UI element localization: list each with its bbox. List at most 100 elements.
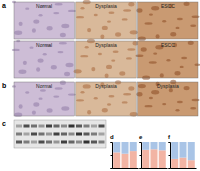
x-axis	[171, 168, 197, 170]
blot-membrane	[14, 120, 106, 148]
texture	[32, 110, 36, 114]
blot-band	[91, 141, 97, 144]
bar	[142, 150, 149, 168]
micrograph: ESCC	[135, 41, 200, 80]
blot-band	[39, 133, 45, 136]
texture	[107, 20, 111, 22]
blot-band	[99, 133, 105, 136]
blot-band	[69, 141, 75, 144]
image-label: Dysplasia	[95, 3, 117, 9]
texture	[123, 93, 131, 95]
chart-title: d	[110, 134, 114, 140]
bars	[142, 142, 166, 168]
texture	[141, 47, 147, 51]
texture	[190, 24, 196, 26]
texture	[149, 13, 153, 15]
axis-line	[140, 143, 142, 169]
texture	[91, 67, 95, 71]
image-frame	[138, 2, 198, 39]
blot-band	[61, 133, 67, 136]
image-background	[14, 82, 74, 116]
image-label: Normal	[36, 3, 52, 9]
blot-band	[54, 141, 60, 144]
axis-line	[171, 168, 197, 169]
tick	[111, 168, 113, 169]
texture	[64, 72, 70, 76]
blot-band	[84, 133, 90, 136]
texture	[136, 8, 142, 12]
tick	[111, 142, 113, 143]
tick-mark	[140, 155, 142, 156]
texture	[76, 99, 84, 101]
texture	[61, 106, 69, 110]
chart-title: e	[139, 134, 143, 140]
texture	[102, 108, 108, 112]
texture	[53, 95, 59, 97]
texture	[108, 12, 114, 14]
bar	[130, 151, 137, 168]
texture	[111, 59, 115, 61]
image-background	[14, 41, 74, 78]
texture	[194, 63, 200, 65]
blot-band	[54, 125, 60, 128]
texture	[192, 16, 200, 18]
image-background	[138, 41, 198, 78]
image-label: Normal	[36, 42, 52, 48]
texture	[180, 66, 184, 68]
texture	[102, 26, 108, 30]
blot-band	[76, 141, 82, 144]
texture	[80, 91, 84, 93]
texture	[25, 91, 29, 93]
blot-band	[24, 141, 30, 144]
bars	[113, 142, 137, 168]
micrograph: Dysplasia	[76, 80, 138, 116]
texture	[76, 16, 84, 18]
tick-mark	[169, 155, 171, 156]
axis-line	[169, 143, 171, 169]
blot-band	[16, 141, 22, 144]
texture	[25, 7, 29, 9]
y-axis	[111, 143, 113, 169]
image-frame	[14, 2, 74, 39]
blot-band	[84, 141, 90, 144]
image-background	[138, 2, 198, 39]
texture	[162, 103, 166, 105]
axis-line	[113, 168, 139, 169]
micrograph: Normal	[12, 40, 75, 78]
bar	[171, 159, 178, 168]
texture	[122, 18, 128, 20]
panel-letter: c	[2, 120, 6, 127]
y-axis	[140, 143, 142, 169]
texture	[145, 22, 153, 24]
bars	[171, 142, 195, 168]
texture	[94, 14, 98, 16]
texture	[85, 46, 89, 48]
texture	[136, 92, 142, 96]
texture	[36, 67, 40, 71]
texture	[59, 42, 67, 44]
texture	[108, 95, 114, 97]
texture	[98, 53, 102, 55]
blot-band	[54, 133, 60, 136]
tick	[169, 155, 171, 156]
axis-line	[142, 168, 168, 169]
texture	[47, 108, 53, 112]
texture	[156, 34, 160, 38]
texture	[12, 49, 20, 51]
texture	[38, 58, 44, 62]
texture	[40, 89, 46, 91]
texture	[74, 69, 82, 73]
bar	[121, 142, 128, 154]
texture	[138, 84, 146, 88]
texture	[151, 6, 159, 10]
axis-line	[111, 143, 113, 169]
texture	[39, 97, 43, 99]
texture	[128, 2, 134, 6]
image-background	[76, 82, 136, 116]
texture	[51, 65, 57, 69]
texture	[170, 32, 176, 36]
tick	[111, 155, 113, 156]
texture	[184, 86, 190, 90]
western-blot	[14, 120, 106, 148]
texture	[127, 48, 135, 50]
